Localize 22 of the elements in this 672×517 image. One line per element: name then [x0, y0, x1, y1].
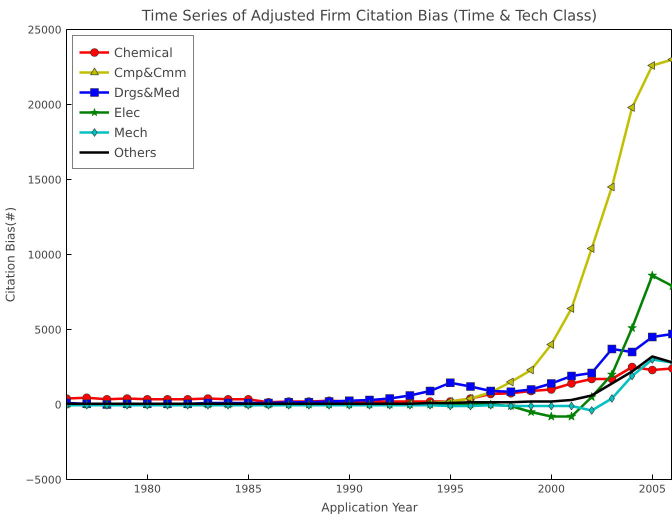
legend-label: Chemical — [114, 44, 173, 60]
y-tick-label: 5000 — [34, 324, 62, 336]
legend-label: Mech — [114, 124, 148, 140]
legend-label: Drgs&Med — [114, 84, 180, 100]
y-tick-label: 25000 — [28, 24, 62, 36]
y-tick-label: 15000 — [28, 174, 62, 186]
x-tick-label: 1985 — [234, 482, 262, 496]
legend-label: Cmp&Cmm — [114, 64, 187, 80]
chart-title: Time Series of Adjusted Firm Citation Bias (Time & Tech Class) — [140, 8, 598, 24]
x-tick-label: 2005 — [638, 482, 666, 496]
y-tick-label: −5000 — [25, 474, 62, 486]
y-tick-label: 10000 — [28, 248, 62, 262]
x-tick-label: 1980 — [134, 482, 162, 496]
y-tick-label: 20000 — [28, 98, 62, 112]
x-tick-label: 1990 — [336, 482, 364, 496]
legend-label: Others — [114, 144, 157, 160]
x-tick-label: 2000 — [538, 482, 566, 496]
y-axis-title: Citation Bias(#) — [3, 206, 18, 302]
y-tick-label: 0 — [54, 398, 62, 412]
legend-label: Elec — [114, 104, 140, 120]
x-tick-label: 1995 — [436, 482, 464, 496]
x-axis-title: Application Year — [321, 500, 418, 514]
